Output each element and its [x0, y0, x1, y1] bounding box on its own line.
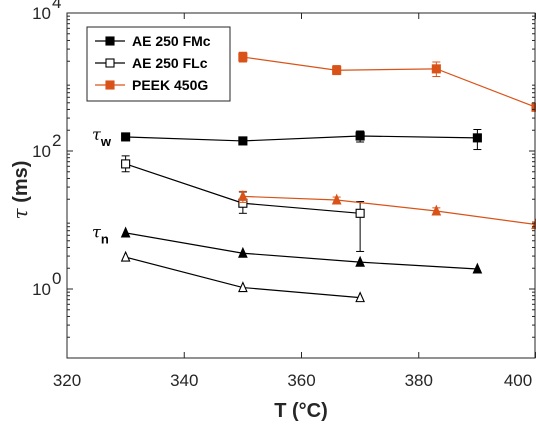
x-tick-label: 380 — [405, 371, 433, 390]
data-point — [238, 52, 248, 62]
data-point — [472, 133, 482, 143]
data-point — [105, 58, 115, 68]
annotation-subscript: w — [100, 134, 112, 149]
data-point — [105, 36, 115, 46]
y-tick-label: 10 — [32, 4, 51, 23]
legend-item: PEEK 450G — [95, 77, 208, 93]
data-point — [531, 102, 536, 112]
series — [121, 155, 365, 252]
series-line — [125, 232, 478, 270]
annotation-subscript: n — [101, 231, 109, 246]
annotation-symbol: τ — [92, 125, 102, 144]
y-tick-exponent: 2 — [52, 131, 61, 150]
legend-item: AE 250 FLc — [95, 55, 208, 71]
data-point — [355, 255, 365, 267]
data-point — [120, 250, 131, 262]
data-point — [121, 132, 131, 142]
x-tick-label: 320 — [53, 371, 81, 390]
data-point — [238, 246, 248, 258]
legend-item: AE 250 FMc — [95, 33, 211, 49]
data-point — [238, 190, 248, 201]
data-point — [472, 262, 483, 274]
series-line — [125, 135, 478, 142]
data-point — [355, 291, 365, 303]
x-axis-title: T (°C) — [274, 400, 328, 422]
y-axis-title-symbol: τ — [8, 207, 32, 219]
y-tick-label: 10 — [32, 280, 51, 299]
series — [238, 51, 536, 112]
data-point — [355, 131, 365, 141]
x-tick-label: 340 — [170, 371, 198, 390]
y-tick-exponent: 0 — [52, 269, 61, 288]
data-point — [431, 64, 441, 74]
x-tick-label: 360 — [287, 371, 315, 390]
data-point — [238, 281, 248, 293]
x-tick-label: 400 — [504, 371, 532, 390]
annotation-label: τn — [92, 222, 109, 246]
y-tick-exponent: 4 — [52, 0, 61, 12]
series — [121, 128, 482, 151]
legend-label: AE 250 FMc — [132, 33, 211, 49]
y-axis-title: τ (ms) — [8, 161, 32, 220]
annotation-label: τw — [92, 125, 112, 149]
data-point — [332, 65, 342, 75]
data-point — [105, 80, 115, 90]
data-point — [331, 193, 342, 205]
data-point — [238, 136, 248, 146]
data-point — [121, 159, 131, 169]
series-line — [242, 56, 536, 108]
data-point — [431, 204, 442, 216]
series-line — [242, 195, 536, 226]
series — [120, 226, 483, 274]
data-point — [355, 208, 365, 218]
y-tick-label: 10 — [32, 142, 51, 161]
legend-label: PEEK 450G — [132, 77, 208, 93]
series — [238, 190, 536, 230]
series — [120, 250, 365, 303]
legend: AE 250 FMc AE 250 FLc PEEK 450G — [86, 26, 231, 102]
data-point — [120, 226, 131, 238]
legend-label: AE 250 FLc — [132, 55, 208, 71]
y-axis-title-unit: (ms) — [10, 161, 32, 209]
annotation-symbol: τ — [92, 222, 102, 241]
